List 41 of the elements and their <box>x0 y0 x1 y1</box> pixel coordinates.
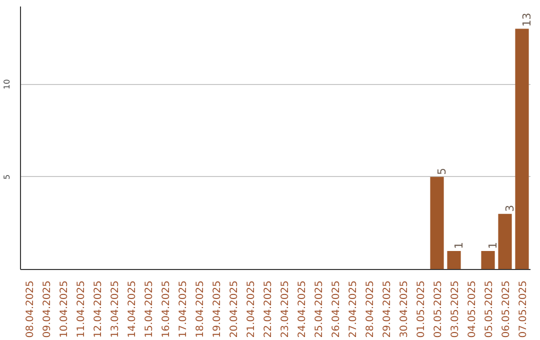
x-tick-label: 11.04.2025 <box>76 280 87 338</box>
x-tick-label: 27.04.2025 <box>348 280 359 338</box>
x-tick-label: 19.04.2025 <box>212 280 223 338</box>
x-tick-label: 23.04.2025 <box>280 280 291 338</box>
bar <box>447 250 461 270</box>
x-tick-label: 07.05.2025 <box>518 280 529 338</box>
x-tick-label: 25.04.2025 <box>314 280 325 338</box>
x-tick-label: 10.04.2025 <box>59 280 70 338</box>
x-tick-label: 18.04.2025 <box>195 280 206 338</box>
x-tick-label: 16.04.2025 <box>161 280 172 338</box>
bar <box>481 250 495 270</box>
x-tick-label: 02.05.2025 <box>433 280 444 338</box>
x-tick-label: 08.04.2025 <box>25 280 36 338</box>
data-label: 13 <box>520 12 534 27</box>
data-label: 3 <box>504 204 516 212</box>
x-tick-label: 05.05.2025 <box>484 280 495 338</box>
x-tick-label: 09.04.2025 <box>42 280 53 338</box>
x-tick-label: 06.05.2025 <box>501 280 512 338</box>
data-label: 5 <box>436 168 448 175</box>
x-tick-label: 20.04.2025 <box>229 280 240 338</box>
bar <box>430 176 444 270</box>
x-tick-label: 29.04.2025 <box>382 280 393 338</box>
bar <box>515 28 529 270</box>
x-tick-label: 21.04.2025 <box>246 280 257 338</box>
x-tick-label: 12.04.2025 <box>93 280 104 338</box>
data-label: 1 <box>486 242 500 249</box>
x-tick-label: 22.04.2025 <box>263 280 274 338</box>
x-tick-label: 15.04.2025 <box>144 280 155 338</box>
x-tick-label: 17.04.2025 <box>178 280 189 338</box>
x-tick-label: 03.05.2025 <box>450 280 461 338</box>
data-label: 1 <box>452 242 466 249</box>
x-tick-label: 01.05.2025 <box>416 280 427 338</box>
y-tick-label: 10 <box>2 79 12 90</box>
x-tick-label: 26.04.2025 <box>331 280 342 338</box>
x-tick-label: 24.04.2025 <box>297 280 308 338</box>
x-tick-label: 13.04.2025 <box>110 280 121 338</box>
bar <box>498 214 512 270</box>
x-tick-label: 14.04.2025 <box>127 280 138 338</box>
x-tick-label: 28.04.2025 <box>365 280 376 338</box>
x-tick-label: 30.04.2025 <box>399 280 410 338</box>
x-tick-label: 04.05.2025 <box>467 280 478 338</box>
